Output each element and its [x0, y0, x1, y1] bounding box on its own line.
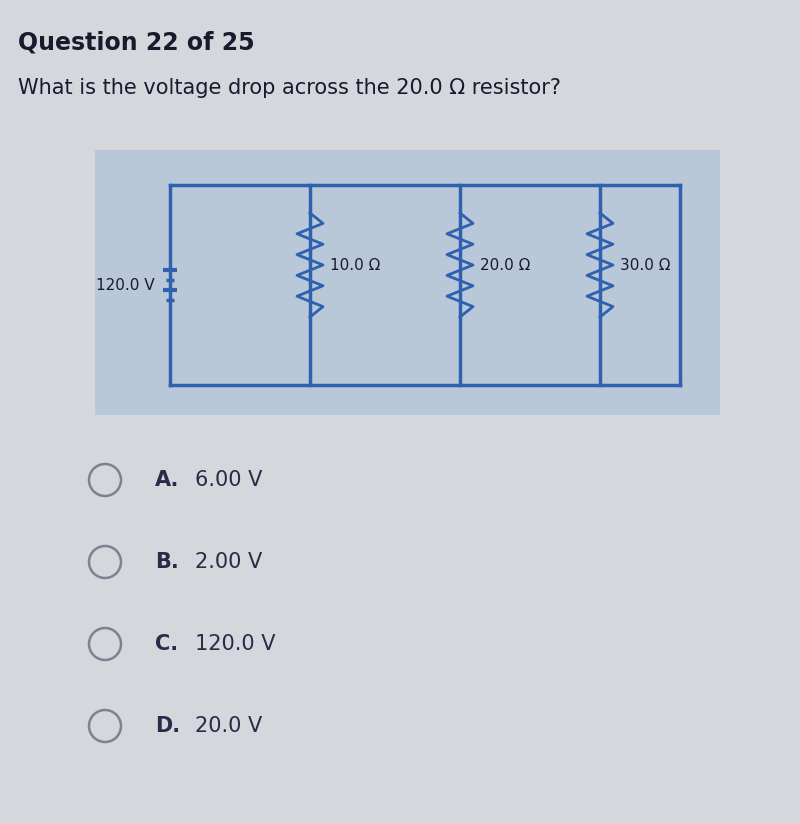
Text: 30.0 Ω: 30.0 Ω	[620, 258, 670, 272]
Text: D.: D.	[155, 716, 180, 736]
Text: B.: B.	[155, 552, 178, 572]
Text: What is the voltage drop across the 20.0 Ω resistor?: What is the voltage drop across the 20.0…	[18, 78, 561, 98]
Text: A.: A.	[155, 470, 179, 490]
Text: 20.0 V: 20.0 V	[195, 716, 262, 736]
Text: 2.00 V: 2.00 V	[195, 552, 262, 572]
Text: 20.0 Ω: 20.0 Ω	[480, 258, 530, 272]
Text: Question 22 of 25: Question 22 of 25	[18, 30, 254, 54]
Bar	[95, 150, 720, 415]
Text: 6.00 V: 6.00 V	[195, 470, 262, 490]
Text: 120.0 V: 120.0 V	[96, 277, 155, 292]
Text: 10.0 Ω: 10.0 Ω	[330, 258, 380, 272]
Text: 120.0 V: 120.0 V	[195, 634, 275, 654]
Text: C.: C.	[155, 634, 178, 654]
